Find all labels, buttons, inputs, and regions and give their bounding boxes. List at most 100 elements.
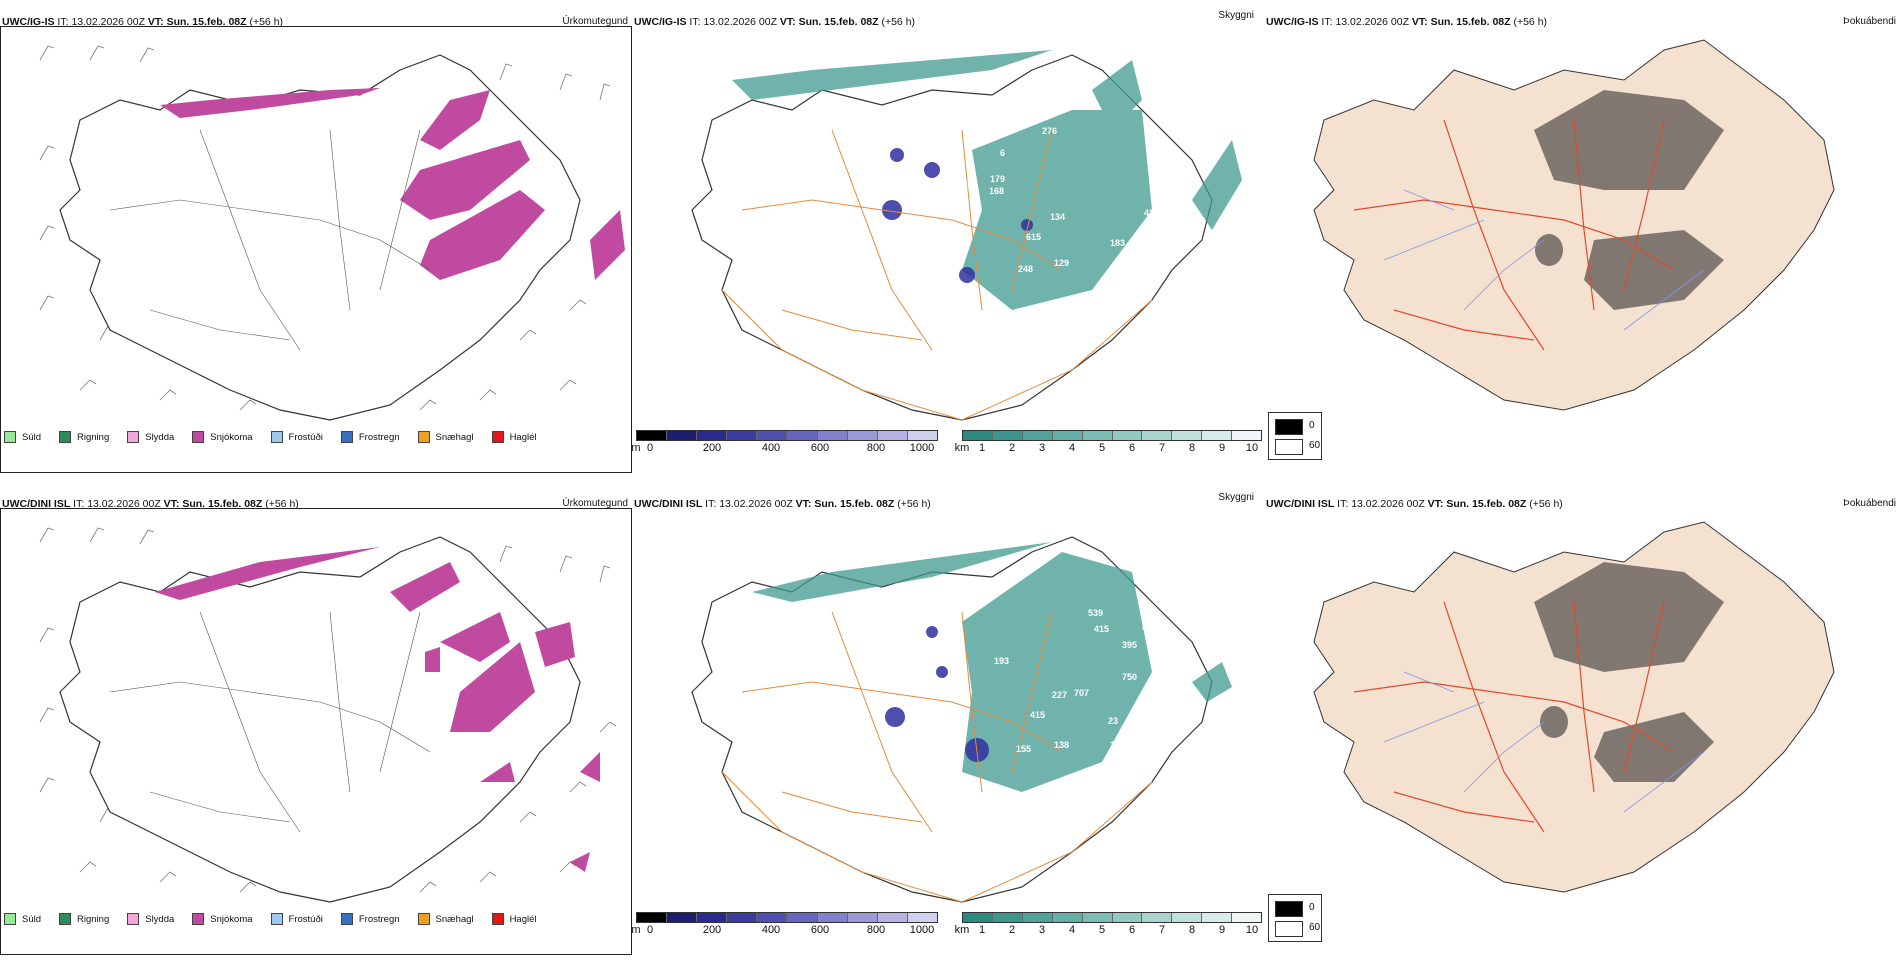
svg-text:615: 615 (1026, 232, 1041, 242)
legend-item: Frostregn (340, 913, 400, 925)
legend-item: Snjókoma (192, 431, 253, 443)
snowfall-areas (155, 547, 600, 872)
low-visibility-areas (732, 50, 1242, 310)
cloud-visibility-panel: UWC/IG-IS IT: 13.02.2026 00Z VT: Sun. 15… (631, 10, 1264, 480)
svg-text:707: 707 (1074, 688, 1089, 698)
cloudbase-values: 276 17 6 386 257 179 168 134 431 16 615 … (944, 126, 1187, 274)
iceland-fog-map (1313, 521, 1835, 893)
cloudbase-values: 539 844 415 395 193 750 227 707 415 218 … (948, 608, 1157, 754)
svg-text:17: 17 (1137, 248, 1147, 258)
svg-text:276: 276 (1042, 126, 1057, 136)
svg-text:6: 6 (1000, 148, 1005, 158)
visibility-colorbar: km 1 2 3 4 5 6 7 8 9 10 (955, 430, 1262, 456)
iceland-land (1313, 521, 1835, 893)
legend-item: Rigning (59, 913, 109, 925)
svg-text:415: 415 (1094, 624, 1109, 634)
iceland-cloud-map: 276 17 6 386 257 179 168 134 431 16 615 … (691, 50, 1242, 421)
svg-text:415: 415 (1030, 710, 1045, 720)
svg-text:17: 17 (944, 152, 954, 162)
svg-text:386: 386 (1154, 162, 1169, 172)
panel-title: UWC/DINI ISL IT: 13.02.2026 00Z VT: Sun.… (2, 498, 299, 510)
legend-item: Slydda (127, 431, 174, 443)
svg-text:157: 157 (1110, 740, 1125, 750)
roads (109, 129, 431, 351)
svg-text:138: 138 (1054, 740, 1069, 750)
snowfall-areas (160, 88, 625, 280)
svg-text:257: 257 (962, 180, 977, 190)
svg-text:168: 168 (989, 186, 1004, 196)
precip-type-label: Úrkomutegund (562, 16, 628, 27)
precip-legend: Súld Rigning Slydda Snjókoma Frostúði Fr… (4, 913, 555, 925)
wind-barbs (39, 527, 617, 893)
legend-item: Rigning (59, 431, 109, 443)
roads (721, 611, 1153, 903)
svg-text:218: 218 (948, 722, 963, 732)
iceland-land (1313, 39, 1835, 411)
svg-text:539: 539 (1088, 608, 1103, 618)
legend-item: Haglél (491, 431, 537, 443)
rivers (1383, 189, 1705, 331)
svg-text:183: 183 (1110, 238, 1125, 248)
cloudbase-colorbar: m 0 200 400 600 800 1000 (631, 430, 938, 456)
svg-text:129: 129 (1054, 258, 1069, 268)
legend-item: Frostúði (270, 431, 323, 443)
legend-item: Haglél (491, 913, 537, 925)
svg-text:57: 57 (1177, 224, 1187, 234)
fog-indicator-panel: UWC/DINI ISL IT: 13.02.2026 00Z VT: Sun.… (1264, 492, 1900, 962)
svg-text:155: 155 (1016, 744, 1031, 754)
svg-text:844: 844 (1142, 622, 1157, 632)
legend-item: Frostregn (340, 431, 400, 443)
svg-text:750: 750 (1122, 672, 1137, 682)
row-ig-is: UWC/IG-IS IT: 13.02.2026 00Z VT: Sun. 15… (0, 10, 1900, 480)
precip-legend: Súld Rigning Slydda Snjókoma Frostúði Fr… (4, 431, 555, 443)
cloudbase-colorbar: m 0 200 400 600 800 1000 (631, 912, 938, 938)
low-visibility-areas (752, 542, 1232, 792)
fog-indicator-panel: UWC/IG-IS IT: 13.02.2026 00Z VT: Sun. 15… (1264, 10, 1900, 480)
panel-title: UWC/DINI ISL IT: 13.02.2026 00Z VT: Sun.… (1266, 498, 1563, 510)
legend-item: Súld (4, 431, 41, 443)
legend-item: Súld (4, 913, 41, 925)
legend-item: Snæhagl (417, 431, 474, 443)
iceland-precip-map (39, 527, 617, 903)
fog-scale-legend-bottom: 0 60 (1268, 894, 1322, 942)
iceland-precip-map (39, 45, 625, 421)
svg-text:179: 179 (990, 174, 1005, 184)
map-frame (0, 26, 632, 473)
svg-text:16: 16 (954, 234, 964, 244)
roads (721, 129, 1153, 421)
row-dini-isl: UWC/DINI ISL IT: 13.02.2026 00Z VT: Sun.… (0, 492, 1900, 962)
svg-text:248: 248 (1018, 264, 1033, 274)
svg-text:395: 395 (1122, 640, 1137, 650)
roads (1353, 601, 1675, 833)
cloud-visibility-panel: UWC/DINI ISL IT: 13.02.2026 00Z VT: Sun.… (631, 492, 1264, 962)
visibility-label: Skyggni (1218, 10, 1254, 21)
precip-type-panel: UWC/DINI ISL IT: 13.02.2026 00Z VT: Sun.… (0, 492, 632, 962)
svg-text:23: 23 (1108, 716, 1118, 726)
fog-scale-legend-top: 0 60 (1268, 412, 1322, 460)
panel-title: UWC/IG-IS IT: 13.02.2026 00Z VT: Sun. 15… (634, 16, 916, 28)
legend-item: Frostúði (270, 913, 323, 925)
visibility-colorbar: km 1 2 3 4 5 6 7 8 9 10 (955, 912, 1262, 938)
iceland-coastline (691, 54, 1213, 421)
svg-text:193: 193 (994, 656, 1009, 666)
roads (1353, 119, 1675, 351)
fog-areas (1534, 562, 1724, 782)
precip-type-panel: UWC/IG-IS IT: 13.02.2026 00Z VT: Sun. 15… (0, 10, 632, 480)
svg-text:241: 241 (1116, 260, 1131, 270)
legend-item: Snjókoma (192, 913, 253, 925)
svg-text:134: 134 (1050, 212, 1065, 222)
legend-item: Snæhagl (417, 913, 474, 925)
panel-title: UWC/IG-IS IT: 13.02.2026 00Z VT: Sun. 15… (2, 16, 284, 28)
rivers (1383, 671, 1705, 813)
legend-item: Slydda (127, 913, 174, 925)
fog-indicator-label: Þokuábendi (1843, 16, 1896, 27)
svg-text:227: 227 (1052, 690, 1067, 700)
panel-title: UWC/IG-IS IT: 13.02.2026 00Z VT: Sun. 15… (1266, 16, 1548, 28)
precip-type-label: Úrkomutegund (562, 498, 628, 509)
roads (109, 611, 431, 833)
fog-areas (1534, 90, 1724, 310)
low-cloudbase-spots (882, 148, 1033, 283)
iceland-fog-map (1313, 39, 1835, 411)
visibility-label: Skyggni (1218, 492, 1254, 503)
panel-title: UWC/DINI ISL IT: 13.02.2026 00Z VT: Sun.… (634, 498, 931, 510)
